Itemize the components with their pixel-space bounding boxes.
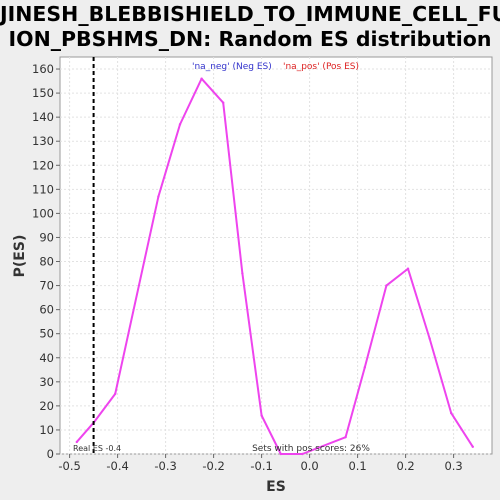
- x-tick-label: 0.0: [300, 459, 318, 473]
- plot-area: [60, 57, 492, 454]
- y-tick-label: 140: [32, 110, 54, 124]
- y-tick-label: 130: [32, 134, 54, 148]
- data-point: [241, 272, 243, 274]
- data-point: [179, 123, 181, 125]
- y-tick-label: 90: [39, 230, 54, 244]
- data-point: [472, 446, 474, 448]
- x-tick-label: -0.2: [202, 459, 224, 473]
- data-point: [157, 195, 159, 197]
- x-tick-label: 0.1: [348, 459, 366, 473]
- data-point: [450, 412, 452, 414]
- y-tick-label: 80: [39, 255, 54, 269]
- x-tick-label: -0.5: [58, 459, 80, 473]
- y-tick-label: 120: [32, 158, 54, 172]
- data-point: [222, 102, 224, 104]
- y-tick-label: 0: [47, 447, 54, 461]
- data-point: [407, 268, 409, 270]
- data-point: [200, 77, 202, 79]
- x-tick-label: 0.2: [396, 459, 414, 473]
- data-point: [344, 436, 346, 438]
- data-point: [114, 393, 116, 395]
- x-tick-label: -0.4: [106, 459, 128, 473]
- y-tick-label: 150: [32, 86, 54, 100]
- data-point: [428, 337, 430, 339]
- y-tick-label: 70: [39, 279, 54, 293]
- y-tick-label: 160: [32, 62, 54, 76]
- y-tick-label: 40: [39, 351, 54, 365]
- legend-pos: 'na_pos' (Pos ES): [283, 62, 359, 72]
- x-tick-label: -0.3: [154, 459, 176, 473]
- y-tick-label: 20: [39, 399, 54, 413]
- y-axis-label: P(ES): [12, 235, 28, 278]
- y-tick-label: 30: [39, 375, 54, 389]
- x-axis-label: ES: [266, 479, 286, 495]
- y-tick-label: 110: [32, 182, 54, 196]
- x-tick-label: 0.3: [444, 459, 462, 473]
- y-tick-label: 10: [39, 423, 54, 437]
- pos-scores-annotation: Sets with pos scores: 26%: [252, 444, 370, 454]
- y-tick-label: 60: [39, 303, 54, 317]
- y-tick-label: 100: [32, 206, 54, 220]
- real-es-label: Real ES -0.4: [73, 444, 121, 453]
- y-tick-label: 50: [39, 327, 54, 341]
- data-point: [76, 441, 78, 443]
- data-point: [385, 284, 387, 286]
- data-point: [364, 366, 366, 368]
- legend-neg: 'na_neg' (Neg ES): [192, 62, 272, 72]
- data-point: [260, 414, 262, 416]
- x-tick-label: -0.1: [250, 459, 272, 473]
